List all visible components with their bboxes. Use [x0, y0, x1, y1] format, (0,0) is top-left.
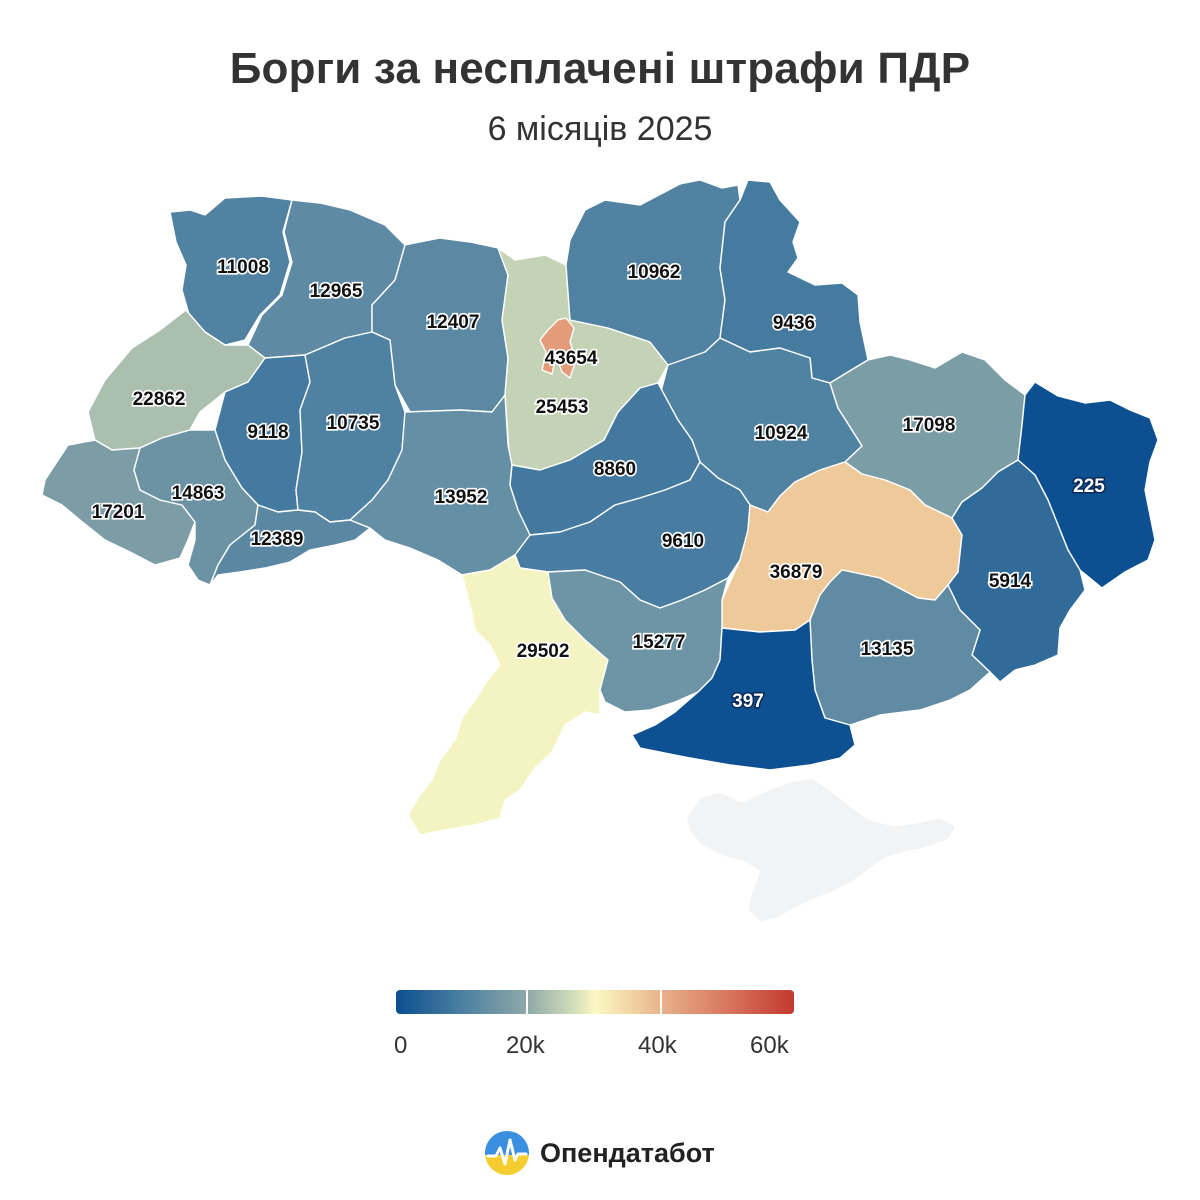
region-value-label: 29502	[517, 641, 570, 662]
region-value-label: 10924	[755, 423, 808, 444]
region-value-label: 397	[732, 691, 764, 712]
map-subtitle: 6 місяців 2025	[487, 110, 713, 148]
region-value-label: 43654	[545, 348, 598, 369]
brand-name: Опендатабот	[540, 1137, 715, 1168]
legend-gradient-bar	[396, 990, 794, 1014]
region-kherson	[631, 619, 856, 771]
legend-label-40k: 40k	[638, 1032, 677, 1059]
region-value-label: 10962	[628, 262, 681, 283]
region-value-label: 15277	[633, 632, 686, 653]
region-value-label: 25453	[536, 397, 589, 418]
region-volyn	[169, 195, 293, 346]
legend-label-0: 0	[394, 1032, 408, 1059]
region-value-label: 9610	[662, 531, 704, 552]
region-value-label: 10735	[327, 413, 380, 434]
region-value-label: 9118	[247, 422, 288, 443]
region-value-label: 14863	[172, 483, 225, 504]
region-value-label: 12389	[251, 529, 304, 550]
region-value-label: 12407	[427, 312, 480, 333]
opendatabot-logo-icon	[485, 1131, 529, 1175]
map-title: Борги за несплачені штрафи ПДР	[229, 44, 971, 93]
legend-label-60k: 60k	[750, 1032, 789, 1059]
region-value-label: 11008	[217, 257, 269, 278]
color-legend	[396, 990, 794, 1014]
region-value-label: 225	[1073, 476, 1105, 497]
legend-tick-mark	[660, 990, 662, 1014]
region-value-label: 22862	[133, 389, 186, 410]
region-value-label: 13952	[435, 487, 488, 508]
region-value-label: 17098	[903, 415, 956, 436]
region-value-label: 5914	[989, 571, 1032, 592]
region-kyiv-city	[539, 317, 577, 379]
brand-logo: Опендатабот	[484, 1130, 715, 1176]
region-crimea	[685, 777, 957, 923]
region-value-label: 12965	[310, 281, 363, 302]
region-value-label: 8860	[594, 459, 636, 480]
region-sumy	[719, 179, 869, 384]
region-value-label: 9436	[773, 313, 815, 334]
region-value-label: 17201	[92, 502, 145, 523]
region-value-label: 13135	[861, 639, 914, 660]
region-chernivtsi	[209, 504, 371, 586]
region-value-label: 36879	[770, 562, 823, 583]
legend-label-20k: 20k	[506, 1032, 545, 1059]
legend-tick-mark	[526, 990, 528, 1014]
